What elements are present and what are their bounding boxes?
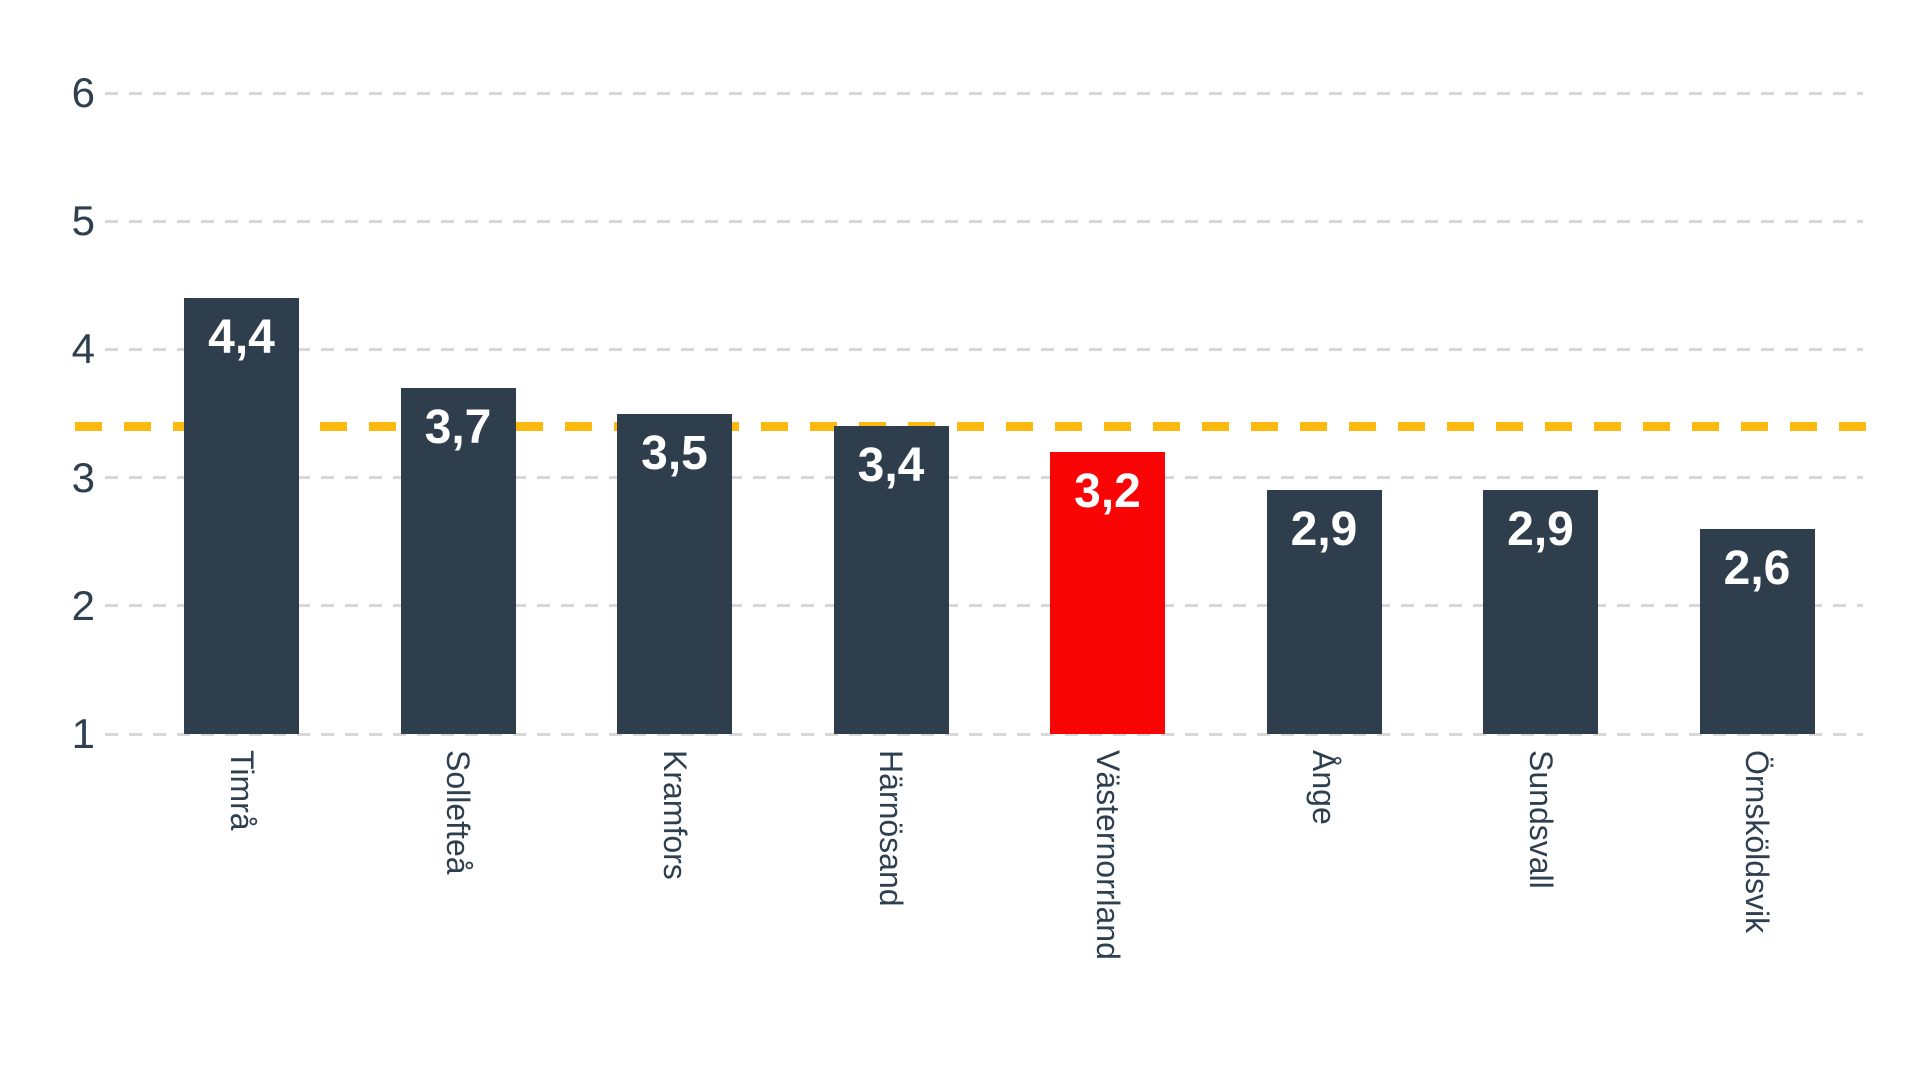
bar: 3,7 <box>400 387 516 734</box>
x-axis-label: Ånge <box>1306 750 1342 825</box>
x-axis-label: Kramfors <box>656 750 693 880</box>
gridline <box>105 219 1863 223</box>
x-axis-label: Sundsvall <box>1522 750 1559 889</box>
gridline <box>105 91 1863 95</box>
y-axis-tick-label: 4 <box>71 325 95 373</box>
bar: 2,6 <box>1699 528 1815 734</box>
gridline <box>105 476 1863 480</box>
x-axis-label: Örnsköldsvik <box>1739 750 1775 934</box>
bar-value-label: 2,9 <box>1507 503 1574 557</box>
gridline <box>105 347 1863 351</box>
bar: 4,4 <box>184 298 299 734</box>
bar: 3,5 <box>617 413 732 734</box>
bar: 2,9 <box>1266 490 1382 734</box>
bar-value-label: 3,2 <box>1074 464 1141 518</box>
bar-value-label: 3,4 <box>857 439 925 493</box>
gridline <box>105 604 1863 608</box>
bar-value-label: 3,7 <box>424 400 492 454</box>
x-axis-label: Härnösand <box>873 750 909 907</box>
x-axis-label: Sollefteå <box>440 750 476 875</box>
y-axis-tick-label: 5 <box>71 197 95 245</box>
gridline <box>105 732 1863 736</box>
bar-value-label: 4,4 <box>208 311 275 365</box>
x-axis-label: Timrå <box>223 750 260 831</box>
y-axis-tick-label: 3 <box>71 453 95 501</box>
x-axis-label: Västernorrland <box>1089 750 1126 960</box>
bar-highlight: 3,2 <box>1050 451 1165 734</box>
y-axis-tick-label: 2 <box>71 581 95 629</box>
bar-value-label: 3,5 <box>641 426 708 480</box>
y-axis-tick-label: 1 <box>71 710 95 757</box>
bar-value-label: 2,6 <box>1723 541 1791 595</box>
bar: 3,4 <box>833 426 949 734</box>
reference-line <box>75 421 1885 431</box>
bar-value-label: 2,9 <box>1290 503 1358 557</box>
y-axis-tick-label: 6 <box>71 69 95 116</box>
bar: 2,9 <box>1483 490 1598 734</box>
